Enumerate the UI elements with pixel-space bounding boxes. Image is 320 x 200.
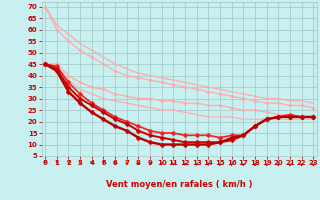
X-axis label: Vent moyen/en rafales ( km/h ): Vent moyen/en rafales ( km/h ) (106, 180, 252, 189)
